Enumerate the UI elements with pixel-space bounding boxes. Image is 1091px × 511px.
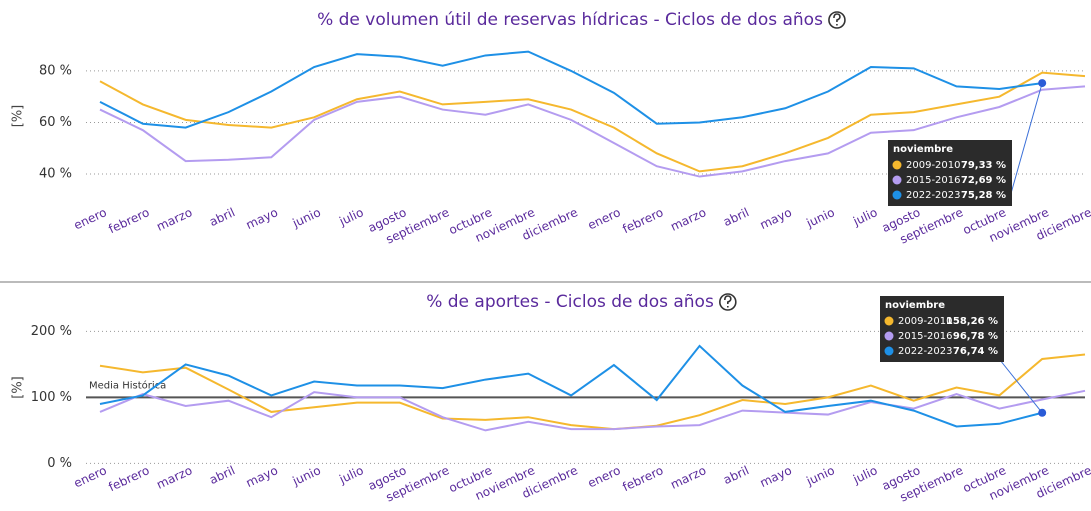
x-tick-label: enero [72,205,109,232]
x-tick-label: junio [803,463,836,488]
x-tick-label: febrero [106,205,151,236]
tooltip-value: 76,74 % [953,346,998,357]
tooltip-name: 2009-2010 [906,160,961,171]
x-tick-label: enero [586,205,623,232]
tooltip-value: 79,33 % [961,160,1006,171]
x-tick-label: julio [850,463,879,487]
help-icon [719,293,737,311]
x-tick-label: abril [207,463,237,487]
tooltip-swatch [892,160,902,170]
x-tick-label: abril [207,205,237,229]
x-tick-label: junio [290,463,323,488]
x-tick-label: junio [290,205,323,230]
x-tick-label: julio [850,205,879,229]
help-icon-glyph [724,295,732,308]
x-tick-label: mayo [244,205,280,232]
x-tick-label: marzo [668,205,708,234]
y-axis-label: [%] [11,376,26,399]
tooltip-leader [999,359,1043,414]
chart-title: % de volumen útil de reservas hídricas -… [317,10,823,30]
y-tick-label: 100 % [31,390,72,405]
x-tick-label: mayo [758,205,794,232]
x-tick-label: mayo [244,463,280,490]
tooltip-value: 72,69 % [961,175,1006,186]
tooltip-value: 96,78 % [953,331,998,342]
tooltip-name: 2015-2016 [906,175,961,186]
y-axis-label: [%] [11,105,26,128]
x-tick-label: febrero [106,463,151,494]
y-tick-label: 60 % [39,115,72,130]
x-tick-label: enero [72,463,109,490]
x-tick-label: enero [586,463,623,490]
x-tick-label: mayo [758,463,794,490]
tooltip-value: 75,28 % [961,190,1006,201]
y-tick-label: 0 % [47,456,72,471]
series-line [99,50,1043,129]
tooltip-swatch [884,331,894,341]
x-tick-label: marzo [154,463,194,492]
hover-dot [1038,408,1047,417]
tooltip-name: 2015-2016 [898,331,953,342]
tooltip-title: noviembre [893,144,953,155]
y-tick-label: 80 % [39,63,72,78]
y-tick-label: 200 % [31,324,72,339]
tooltip-swatch [884,346,894,356]
x-tick-label: julio [336,463,365,487]
tooltip-leader [1007,82,1043,205]
series-line [99,353,1086,431]
x-tick-label: febrero [620,463,665,494]
tooltip-name: 2009-2010 [898,316,953,327]
tooltip-name: 2022-2023 [898,346,953,357]
tooltip-swatch [892,175,902,185]
x-tick-label: febrero [620,205,665,236]
tooltip-value: 158,26 % [946,316,998,327]
series-line [99,344,1043,428]
tooltip-name: 2022-2023 [906,190,961,201]
help-icon [828,11,846,29]
y-tick-label: 40 % [39,166,72,181]
series-line [99,71,1086,173]
x-tick-label: abril [721,463,751,487]
hover-dot [1038,79,1047,88]
x-tick-label: julio [336,205,365,229]
x-tick-label: marzo [154,205,194,234]
tooltip-box [888,140,1012,206]
help-icon-glyph [833,13,841,26]
tooltip-box [880,296,1004,362]
series-line [99,389,1086,432]
reference-label: Media Histórica [89,379,166,391]
chart-title: % de aportes - Ciclos de dos años [426,292,714,312]
series-line [99,85,1086,178]
tooltip-swatch [884,316,894,326]
x-tick-label: abril [721,205,751,229]
x-tick-label: marzo [668,463,708,492]
tooltip-swatch [892,190,902,200]
x-tick-label: junio [803,205,836,230]
tooltip-title: noviembre [885,300,945,311]
